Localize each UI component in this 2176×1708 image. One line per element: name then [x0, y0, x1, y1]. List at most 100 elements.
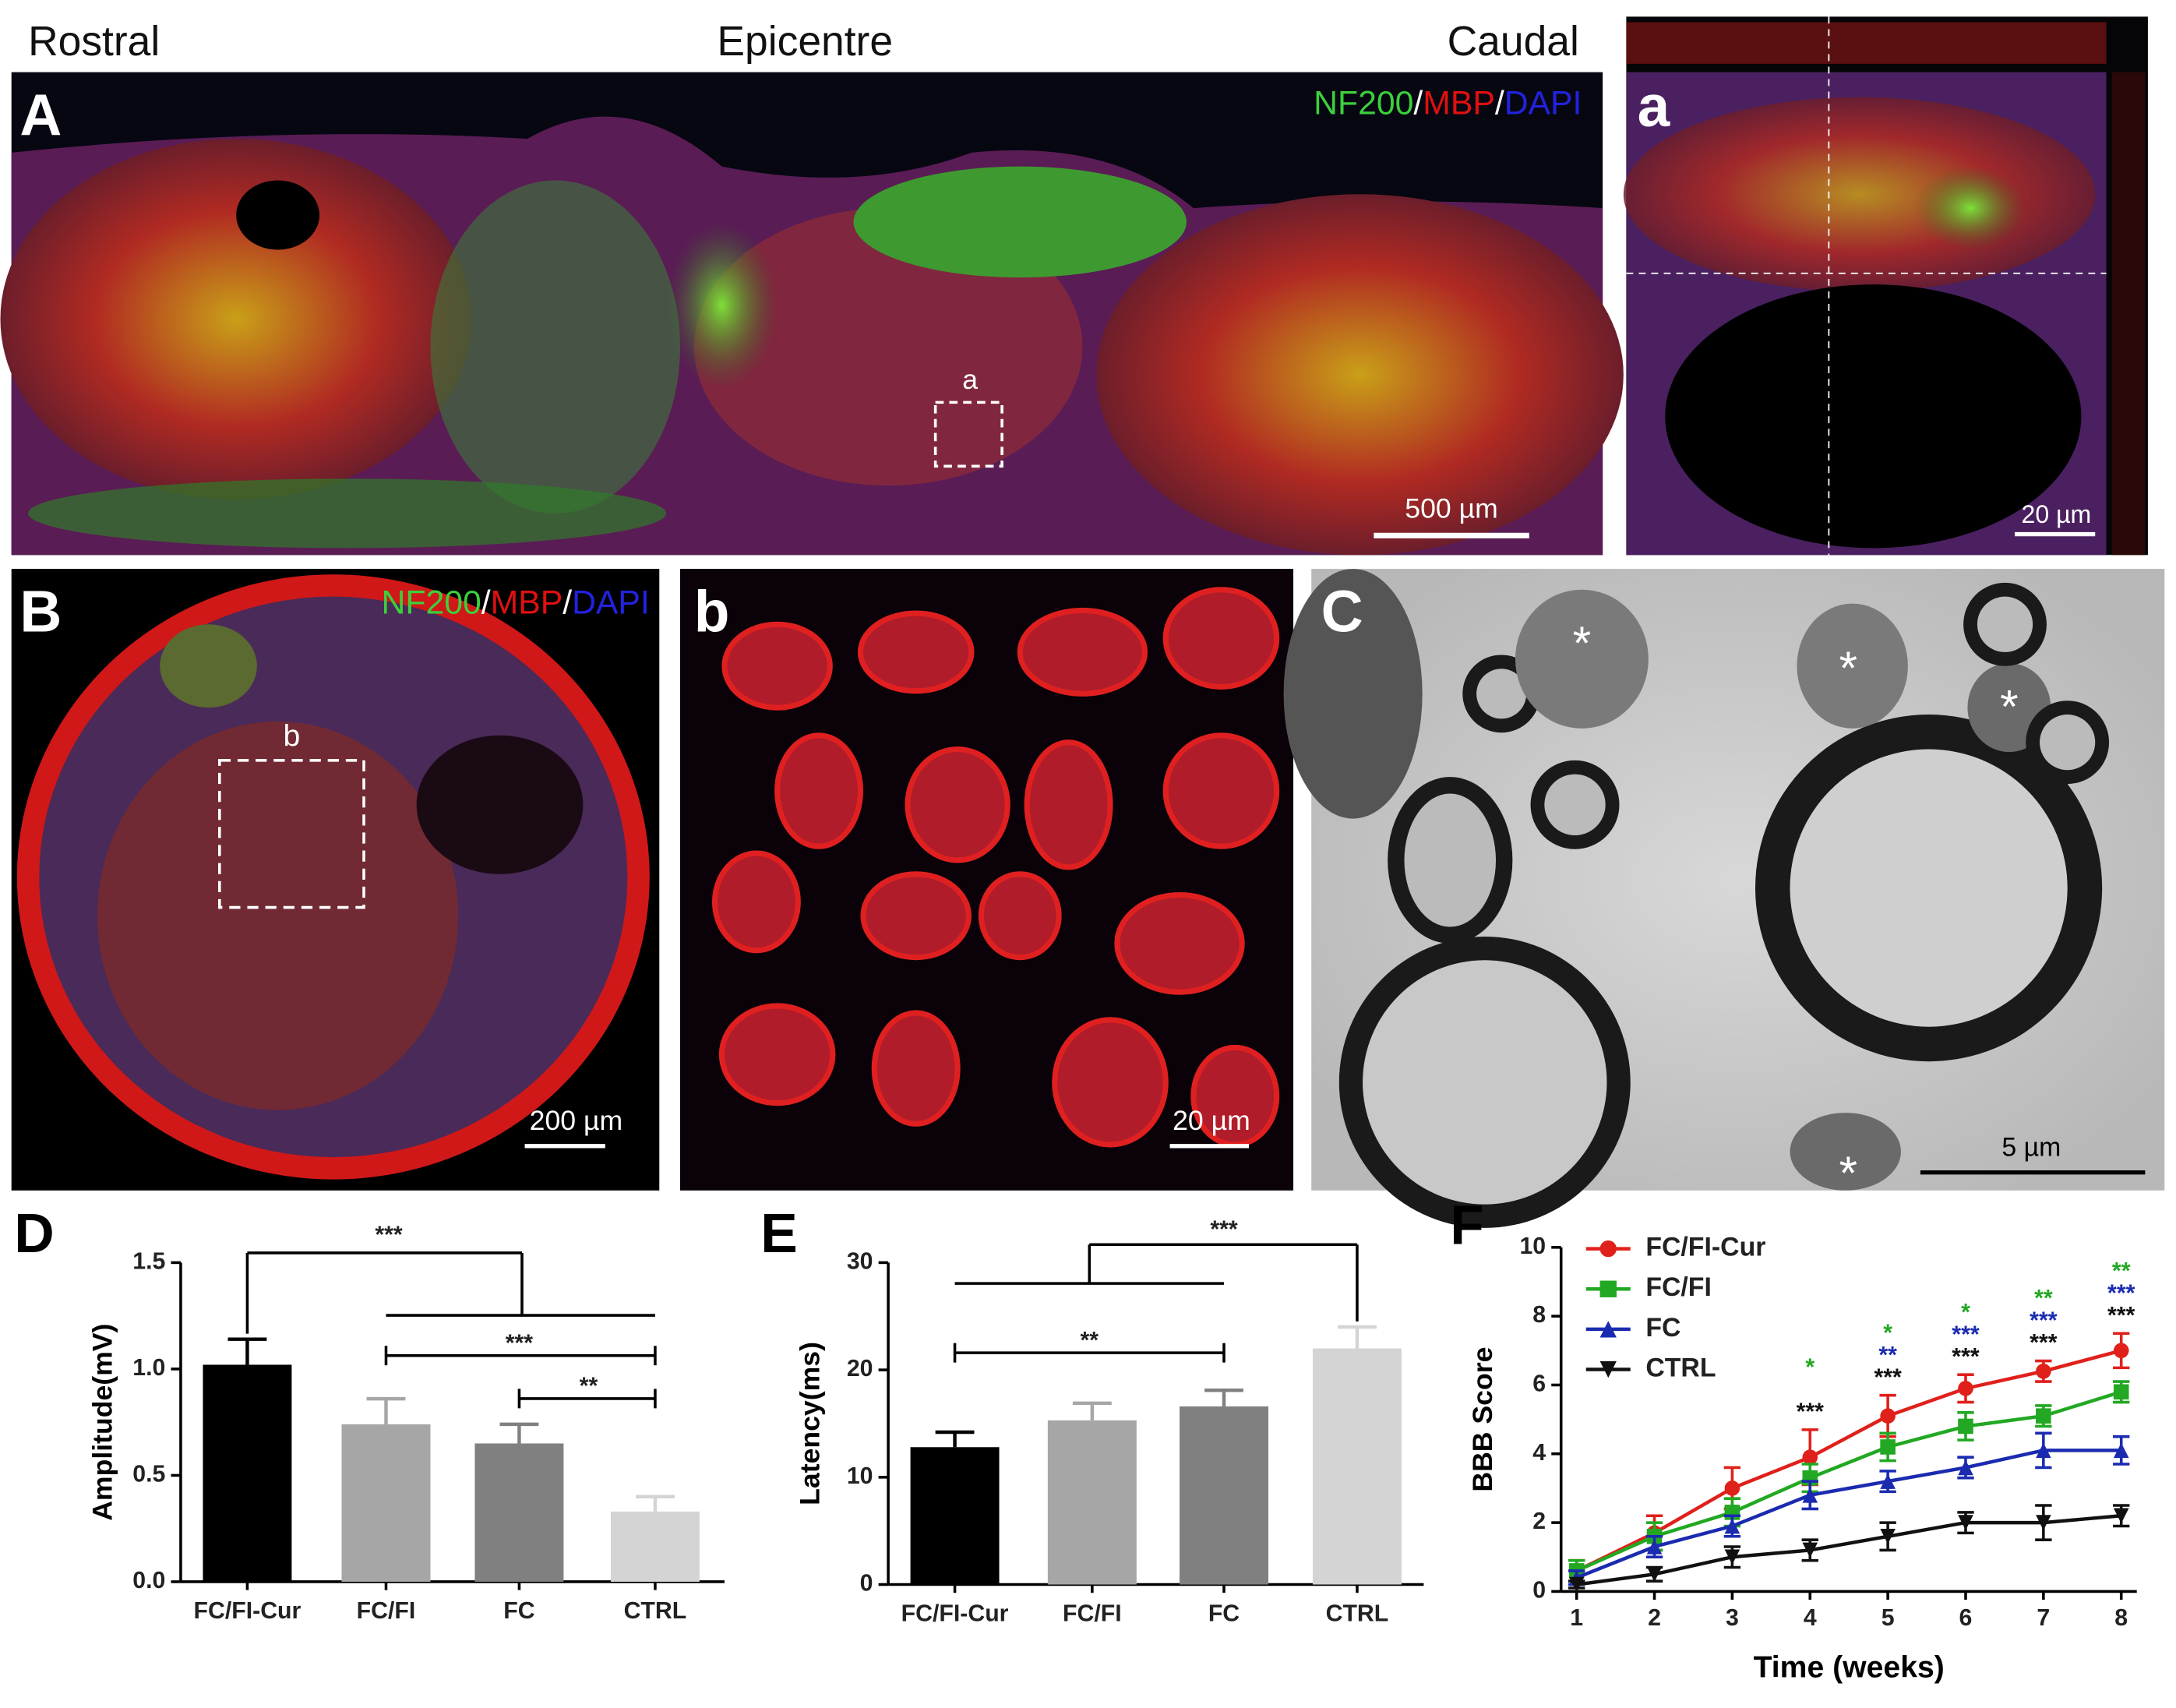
significance-label: *** — [2107, 1280, 2135, 1306]
stain: / — [563, 584, 572, 622]
charts: D 0.0 0.5 1.0 1.5 Amplitude(mV) FC/FI-Cur FC/FI… — [14, 1195, 2137, 1684]
series-line — [1575, 1390, 2122, 1572]
significance-label: *** — [1952, 1344, 1980, 1370]
y-tick-label: 10 — [1519, 1233, 1546, 1259]
legend-label: FC/FI — [1645, 1272, 1712, 1302]
stain: MBP — [1423, 85, 1495, 122]
label: Rostral — [28, 19, 160, 65]
y-axis-label: BBB Score — [1467, 1347, 1498, 1492]
marker — [1646, 1539, 1663, 1554]
significance-label: *** — [1874, 1364, 1902, 1390]
significance-label: * — [1961, 1300, 1970, 1325]
y-tick-label: 0 — [1532, 1577, 1546, 1603]
significance-label: *** — [2107, 1303, 2135, 1329]
x-tick-label: FC — [1208, 1601, 1240, 1627]
y-tick-label: 2 — [1532, 1509, 1546, 1534]
significance-label: *** — [2030, 1330, 2058, 1356]
bar — [474, 1443, 564, 1582]
marker — [1880, 1439, 1896, 1455]
x-tick-label: FC — [503, 1598, 534, 1624]
significance-label: *** — [506, 1330, 534, 1356]
panel-letter: B — [19, 578, 62, 644]
y-tick-label: 4 — [1532, 1440, 1546, 1466]
marker — [1724, 1518, 1740, 1534]
marker — [1724, 1480, 1740, 1496]
y-tick-label: 20 — [847, 1356, 873, 1382]
inset-label: a — [962, 364, 978, 395]
inset-label: b — [284, 720, 301, 753]
marker — [1599, 1240, 1617, 1258]
marker — [2113, 1343, 2129, 1359]
x-tick-label: FC/FI — [1063, 1601, 1122, 1627]
x-tick-label: 3 — [1726, 1605, 1739, 1631]
marker — [1958, 1459, 1973, 1476]
y-tick-label: 0.5 — [132, 1461, 165, 1487]
marker: * — [1839, 1146, 1858, 1199]
stain: NF200 — [382, 584, 481, 622]
x-tick-label: CTRL — [1326, 1601, 1389, 1627]
bar — [341, 1424, 431, 1582]
scale-bar-label: 20 µm — [2022, 500, 2092, 528]
x-tick-label: 2 — [1648, 1605, 1661, 1631]
significance-label: ** — [1080, 1328, 1099, 1353]
bar — [910, 1447, 1000, 1585]
series-line — [1576, 1514, 2121, 1586]
x-tick-label: 1 — [1570, 1605, 1583, 1631]
y-tick-label: 0 — [860, 1571, 873, 1597]
stain: / — [1413, 85, 1423, 122]
legend-label: FC/FI-Cur — [1645, 1233, 1765, 1262]
marker — [1880, 1528, 1896, 1544]
micrograph-B — [11, 569, 660, 1191]
chart: D 0.0 0.5 1.0 1.5 Amplitude(mV) FC/FI-Cur FC/FI… — [14, 1203, 725, 1624]
micrograph-b — [679, 569, 1294, 1191]
x-tick-label: CTRL — [624, 1598, 687, 1624]
marker — [1646, 1566, 1663, 1583]
marker — [2113, 1442, 2129, 1459]
bar — [1047, 1420, 1137, 1585]
significance-label: * — [1883, 1320, 1892, 1346]
significance-label: *** — [1952, 1322, 1980, 1347]
micrograph-C — [1283, 569, 2165, 1228]
bar — [203, 1364, 292, 1582]
marker — [1958, 1418, 1973, 1435]
stain-legend: NF200/MBP/DAPI — [382, 584, 650, 622]
marker: * — [1573, 616, 1592, 669]
y-tick-label: 1.0 — [132, 1355, 165, 1381]
x-tick-label: FC/FI-Cur — [901, 1601, 1009, 1627]
y-tick-label: 8 — [1532, 1302, 1546, 1328]
marker — [1802, 1542, 1818, 1558]
marker — [2036, 1442, 2051, 1459]
y-tick-label: 6 — [1532, 1371, 1546, 1396]
x-tick-label: 7 — [2037, 1605, 2050, 1631]
panel-letter: A — [19, 82, 62, 147]
marker — [1802, 1487, 1818, 1503]
marker — [1880, 1473, 1896, 1489]
marker — [1880, 1408, 1896, 1424]
stain-legend: NF200/MBP/DAPI — [1314, 85, 1582, 122]
panel-letter: C — [1321, 578, 1363, 644]
stain: MBP — [491, 584, 563, 622]
stain: / — [1495, 85, 1504, 122]
x-axis-label: Time (weeks) — [1754, 1650, 1945, 1684]
marker — [1599, 1360, 1617, 1378]
panel-letter: D — [14, 1203, 54, 1265]
chart: F 0 2 4 6 8 10 BBB Score 1 2 3 4 5 6 7 8 Time (weeks) FC/… — [1450, 1195, 2137, 1684]
bar — [1312, 1348, 1402, 1585]
marker — [1568, 1576, 1585, 1593]
x-tick-label: 4 — [1804, 1605, 1817, 1631]
scale-bar-label: 20 µm — [1173, 1105, 1250, 1136]
significance-label: ** — [2112, 1258, 2131, 1284]
marker — [1802, 1449, 1818, 1465]
significance-label: *** — [375, 1223, 403, 1248]
marker — [1599, 1280, 1617, 1297]
scale-bar-label: 500 µm — [1405, 493, 1497, 524]
panel-letter: b — [694, 578, 730, 644]
bar — [610, 1511, 700, 1582]
y-tick-label: 10 — [847, 1463, 873, 1489]
y-tick-label: 30 — [847, 1248, 873, 1274]
y-tick-label: 0.0 — [132, 1568, 165, 1593]
panel-letter: E — [760, 1203, 798, 1265]
significance-label: *** — [1797, 1399, 1825, 1425]
series-line — [1575, 1449, 2121, 1579]
series-line — [1575, 1349, 2122, 1572]
